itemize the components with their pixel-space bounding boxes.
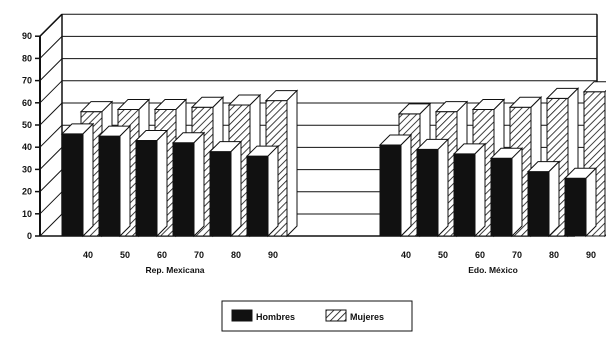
grid-line-left xyxy=(39,36,63,59)
x-tick-label: 40 xyxy=(83,250,93,260)
wall-top-edge xyxy=(39,13,63,37)
bar-hombres xyxy=(489,147,524,238)
bar-hombres xyxy=(97,124,132,238)
grid-line-left xyxy=(39,124,63,148)
y-tick-label: 30 xyxy=(22,164,32,174)
x-tick-label: 90 xyxy=(586,250,596,260)
bar-hombres xyxy=(171,131,206,238)
x-tick-label: 70 xyxy=(512,250,522,260)
bar-hombres xyxy=(208,140,243,238)
x-tick-label: 60 xyxy=(157,250,167,260)
legend-label: Hombres xyxy=(256,312,295,322)
x-tick-label: 40 xyxy=(401,250,411,260)
x-tick-label: 90 xyxy=(268,250,278,260)
x-axis-labels: 40 50 60 70 80 90 Rep. Mexicana 40 50 60 70 80 90 Edo… xyxy=(83,250,596,275)
y-tick-label: 50 xyxy=(22,120,32,130)
legend-box xyxy=(221,300,413,332)
x-tick-label: 50 xyxy=(438,250,448,260)
legend-swatch xyxy=(325,309,347,322)
bar-hombres xyxy=(415,138,450,238)
bars xyxy=(60,81,606,238)
y-tick-label: 80 xyxy=(22,53,32,63)
bar-hombres xyxy=(378,133,413,238)
bar-hombres xyxy=(134,129,169,238)
bar-hombres xyxy=(60,122,95,238)
y-tick-label: 10 xyxy=(22,209,32,219)
legend-label: Mujeres xyxy=(350,312,384,322)
y-tick-label: 90 xyxy=(22,31,32,41)
legend-swatch xyxy=(231,309,253,322)
y-tick-label: 40 xyxy=(22,142,32,152)
grid-line-left xyxy=(39,102,63,126)
grid-line-left xyxy=(39,191,63,215)
y-tick-label: 60 xyxy=(22,98,32,108)
x-tick-label: 80 xyxy=(231,250,241,260)
y-tick-label: 20 xyxy=(22,187,32,197)
grid-line-left xyxy=(39,147,63,170)
bar-hombres xyxy=(452,142,487,238)
grid-line-left xyxy=(39,213,63,237)
group-label: Rep. Mexicana xyxy=(145,265,204,275)
y-axis-ticks: 0 10 20 30 40 50 60 70 80 90 xyxy=(22,31,40,241)
x-tick-label: 60 xyxy=(475,250,485,260)
bar-hombres xyxy=(245,144,280,238)
group-label: Edo. México xyxy=(468,265,518,275)
y-tick-label: 70 xyxy=(22,76,32,86)
x-tick-label: 50 xyxy=(120,250,130,260)
grid-line-left xyxy=(39,169,63,192)
y-tick-label: 0 xyxy=(27,231,32,241)
x-tick-label: 70 xyxy=(194,250,204,260)
x-tick-label: 80 xyxy=(549,250,559,260)
bar-hombres xyxy=(563,167,598,238)
bar-hombres xyxy=(526,160,561,238)
legend: Hombres Mujeres xyxy=(221,300,413,332)
grid-line-left xyxy=(39,80,63,104)
grid-line-left xyxy=(39,58,63,81)
